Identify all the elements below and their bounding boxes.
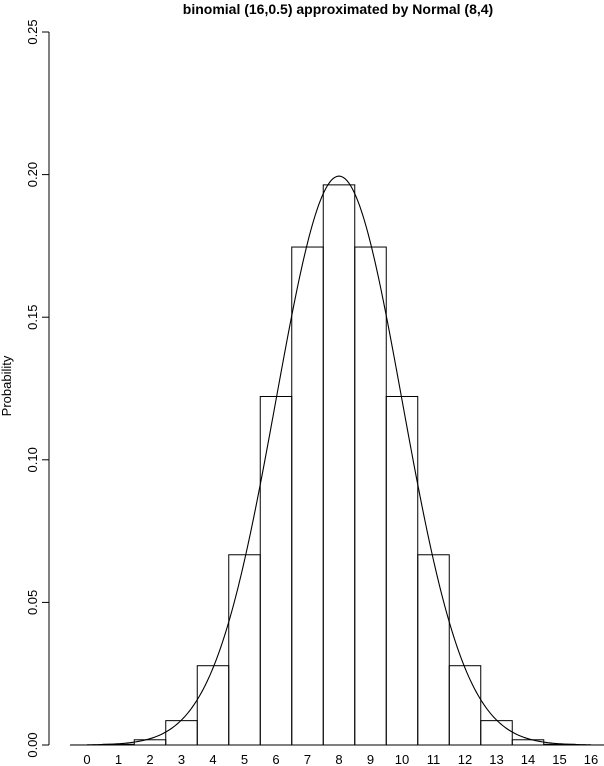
y-tick-label: 0.10 [25, 447, 40, 472]
bar-3 [165, 720, 198, 746]
bar-10 [385, 395, 419, 746]
bar-6 [259, 395, 293, 746]
normal-curve [86, 175, 592, 746]
x-tick-label: 5 [241, 752, 248, 766]
y-tick-label: 0.05 [25, 590, 40, 615]
x-tick-label: 2 [146, 752, 153, 766]
x-tick-label: 8 [335, 752, 342, 766]
bars-group [70, 184, 604, 746]
curve-group [86, 175, 592, 746]
bar-13 [480, 720, 513, 746]
x-tick-label: 13 [489, 752, 503, 766]
x-tick-label: 16 [584, 752, 598, 766]
x-tick-label: 0 [83, 752, 90, 766]
x-tick-label: 3 [178, 752, 185, 766]
bar-5 [228, 554, 261, 746]
y-tick-label: 0.00 [25, 732, 40, 757]
y-tick-label: 0.20 [25, 162, 40, 187]
y-tick-label: 0.25 [25, 19, 40, 44]
x-tick-label: 10 [395, 752, 409, 766]
bar-9 [354, 246, 387, 746]
y-axis-title: Probability [0, 355, 14, 416]
axes-group: 0.000.050.100.150.200.250 1 2 3 4 5 6 7 8 9 10 11 12… [25, 19, 603, 766]
bar-4 [196, 665, 230, 746]
bar-14 [511, 739, 545, 746]
x-tick-label: 12 [458, 752, 472, 766]
bar-2 [133, 739, 167, 746]
x-tick-label: 4 [209, 752, 216, 766]
x-tick-label: 15 [552, 752, 566, 766]
bar-8 [322, 184, 356, 746]
bar-11 [417, 554, 450, 746]
x-tick-label: 1 [115, 752, 122, 766]
x-tick-label: 6 [272, 752, 279, 766]
x-tick-label: 11 [427, 752, 441, 766]
chart-title: binomial (16,0.5) approximated by Normal… [183, 1, 493, 17]
bar-7 [291, 246, 324, 746]
x-tick-label: 9 [367, 752, 374, 766]
bar-12 [448, 665, 482, 746]
x-tick-label: 7 [304, 752, 311, 766]
x-tick-label: 14 [521, 752, 535, 766]
y-tick-label: 0.15 [25, 305, 40, 330]
